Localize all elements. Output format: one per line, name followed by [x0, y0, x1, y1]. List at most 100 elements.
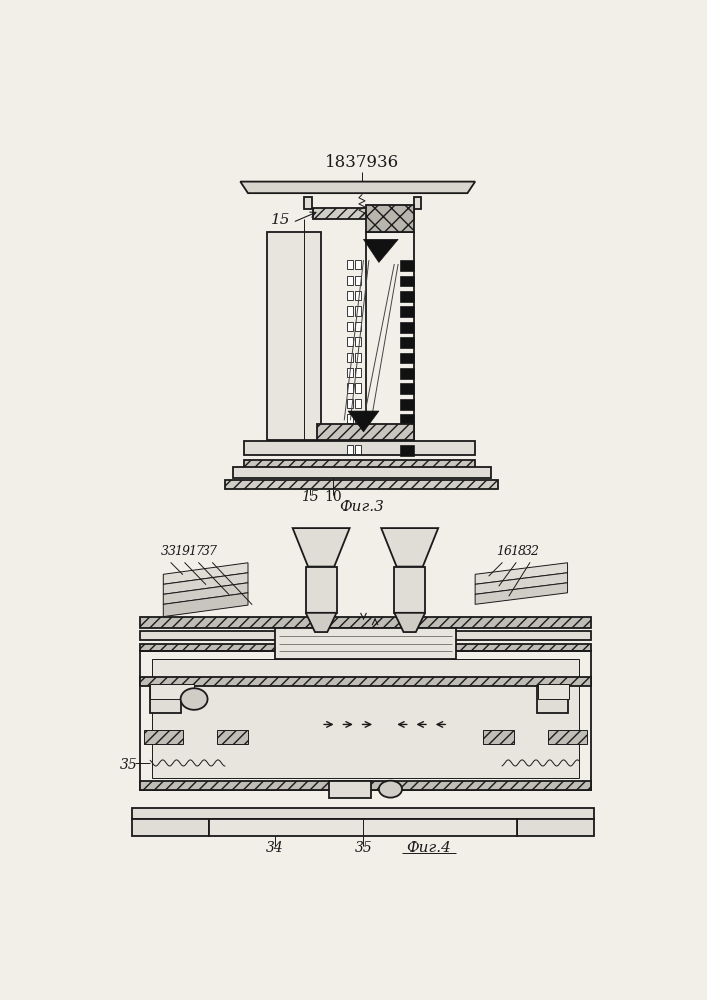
Bar [346, 291, 353, 300]
Bar [140, 781, 590, 790]
Text: Фиг.3: Фиг.3 [339, 500, 385, 514]
Bar [209, 819, 518, 836]
Bar [244, 460, 475, 469]
Text: 19: 19 [175, 545, 191, 558]
Bar [355, 322, 361, 331]
Bar [355, 399, 361, 408]
Bar [304, 197, 312, 209]
Bar [346, 276, 353, 285]
Bar [399, 276, 414, 286]
Bar [233, 467, 491, 478]
Text: 1837936: 1837936 [325, 154, 399, 171]
Bar [346, 430, 353, 439]
Bar [346, 445, 353, 454]
Bar [305, 567, 337, 613]
Text: 33: 33 [160, 545, 177, 558]
Bar [346, 368, 353, 377]
Bar [346, 414, 353, 423]
Bar [355, 383, 361, 393]
Bar [399, 430, 414, 440]
Bar [225, 480, 498, 489]
Bar [518, 819, 595, 836]
Bar [140, 644, 590, 651]
Bar [399, 383, 414, 394]
Bar [355, 353, 361, 362]
Bar [355, 306, 361, 316]
Bar [144, 730, 182, 744]
Bar [132, 808, 595, 819]
Text: 16: 16 [496, 545, 513, 558]
Bar [346, 260, 353, 269]
Bar [346, 383, 353, 393]
Bar [355, 276, 361, 285]
Bar [346, 353, 353, 362]
Bar [399, 445, 414, 456]
Bar [275, 628, 456, 659]
Bar [140, 677, 590, 686]
Bar [355, 260, 361, 269]
Bar [355, 291, 361, 300]
Text: 18: 18 [510, 545, 526, 558]
Polygon shape [163, 573, 248, 594]
Bar [346, 337, 353, 346]
Bar [355, 430, 361, 439]
Text: 35: 35 [119, 758, 138, 772]
Bar [244, 441, 475, 455]
Bar [150, 686, 181, 713]
Polygon shape [363, 239, 398, 262]
Bar [346, 399, 353, 408]
Polygon shape [293, 528, 350, 567]
Bar [217, 730, 248, 744]
Ellipse shape [379, 781, 402, 798]
Bar [399, 368, 414, 379]
Bar [132, 819, 209, 836]
Bar [355, 445, 361, 454]
Text: 35: 35 [355, 841, 373, 855]
Text: 34: 34 [266, 841, 284, 855]
Text: 15: 15 [300, 490, 318, 504]
Polygon shape [475, 563, 568, 584]
Bar [399, 414, 414, 425]
Text: 15: 15 [271, 213, 290, 227]
Bar [346, 322, 353, 331]
Polygon shape [475, 573, 568, 594]
Bar [399, 306, 414, 317]
Text: 17: 17 [188, 545, 204, 558]
Bar [399, 260, 414, 271]
Polygon shape [395, 613, 425, 632]
Bar [538, 684, 569, 699]
Text: Фиг.4: Фиг.4 [407, 841, 451, 855]
Bar [355, 337, 361, 346]
Bar [152, 659, 579, 778]
Bar [399, 291, 414, 302]
Bar [346, 306, 353, 316]
Bar [355, 368, 361, 377]
Bar [355, 414, 361, 423]
Polygon shape [163, 563, 248, 584]
Bar [329, 781, 371, 798]
Bar [399, 399, 414, 410]
Bar [483, 730, 514, 744]
Ellipse shape [180, 688, 208, 710]
Bar [366, 205, 414, 232]
Polygon shape [381, 528, 438, 567]
Bar [399, 353, 414, 363]
Bar [366, 232, 414, 440]
Bar [399, 337, 414, 348]
Text: 37: 37 [202, 545, 218, 558]
Bar [395, 567, 425, 613]
Bar [140, 651, 590, 790]
Text: 32: 32 [524, 545, 540, 558]
Polygon shape [163, 593, 248, 617]
Bar [317, 424, 414, 440]
Bar [150, 684, 194, 699]
Polygon shape [305, 613, 337, 632]
Bar [313, 208, 414, 219]
Bar [140, 631, 590, 640]
Polygon shape [163, 583, 248, 604]
Bar [537, 686, 568, 713]
Bar [414, 197, 421, 209]
Polygon shape [240, 182, 475, 193]
Polygon shape [348, 411, 379, 432]
Bar [267, 232, 321, 440]
